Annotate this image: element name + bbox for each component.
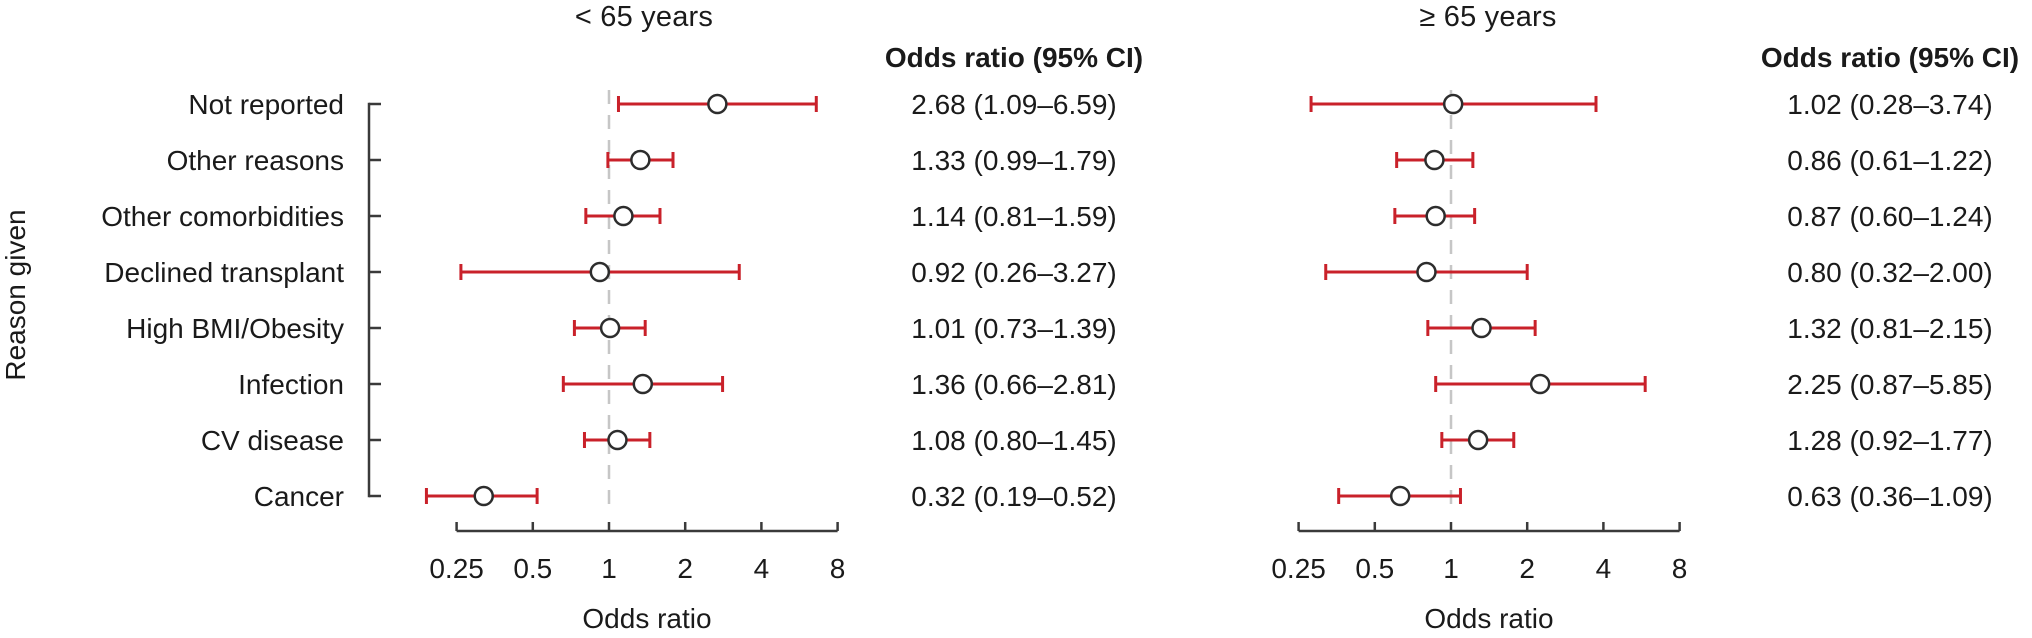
ci-value: 0.87 (0.60–1.24) — [1787, 201, 1993, 232]
ci-value: 1.14 (0.81–1.59) — [911, 201, 1117, 232]
category-label: CV disease — [201, 425, 344, 456]
or-point-marker — [473, 485, 494, 507]
category-label: Other comorbidities — [101, 201, 344, 232]
or-point-marker — [1442, 93, 1464, 115]
category-label: High BMI/Obesity — [126, 313, 344, 344]
x-tick-label: 4 — [754, 553, 770, 584]
ci-value: 1.08 (0.80–1.45) — [911, 425, 1117, 456]
ci-value: 0.32 (0.19–0.52) — [911, 481, 1117, 512]
ci-value: 0.63 (0.36–1.09) — [1787, 481, 1993, 512]
or-point-marker — [1425, 205, 1446, 227]
or-point-marker — [630, 149, 651, 171]
ci-value: 0.86 (0.61–1.22) — [1787, 145, 1993, 176]
or-point-marker — [1467, 429, 1489, 451]
ci-value: 1.02 (0.28–3.74) — [1787, 89, 1993, 120]
x-tick-label: 2 — [677, 553, 693, 584]
or-point-marker — [613, 205, 634, 227]
ci-value: 1.36 (0.66–2.81) — [911, 369, 1117, 400]
x-axis-title-left: Odds ratio — [582, 603, 712, 634]
x-tick-label: 0.25 — [1271, 553, 1326, 584]
ci-value: 0.92 (0.26–3.27) — [911, 257, 1117, 288]
x-tick-label: 1 — [601, 553, 617, 584]
category-label: Other reasons — [167, 145, 344, 176]
category-label: Declined transplant — [104, 257, 344, 288]
or-point-marker — [589, 261, 611, 283]
ci-value: 1.28 (0.92–1.77) — [1787, 425, 1993, 456]
x-tick-label: 0.5 — [513, 553, 552, 584]
category-label: Not reported — [188, 89, 344, 120]
or-point-marker — [707, 93, 728, 115]
x-tick-label: 4 — [1596, 553, 1612, 584]
or-point-marker — [1416, 261, 1437, 283]
y-axis-title: Reason given — [0, 209, 31, 381]
ci-value: 0.80 (0.32–2.00) — [1787, 257, 1993, 288]
x-tick-label: 8 — [1672, 553, 1688, 584]
x-tick-label: 0.25 — [429, 553, 484, 584]
or-point-marker — [1389, 485, 1411, 507]
ci-value: 1.32 (0.81–2.15) — [1787, 313, 1993, 344]
or-point-marker — [1529, 373, 1551, 395]
or-point-marker — [1424, 149, 1445, 171]
or-point-marker — [599, 317, 621, 339]
x-axis-title-right: Odds ratio — [1424, 603, 1554, 634]
or-point-marker — [607, 429, 628, 451]
or-point-marker — [632, 373, 654, 395]
or-point-marker — [1471, 317, 1492, 339]
panel-title-under-65: < 65 years — [574, 1, 714, 33]
ci-column-header-left: Odds ratio (95% CI) — [884, 42, 1144, 73]
ci-column-header-right: Odds ratio (95% CI) — [1760, 42, 2020, 73]
x-tick-label: 2 — [1519, 553, 1535, 584]
ci-value: 1.33 (0.99–1.79) — [911, 145, 1117, 176]
category-label: Infection — [238, 369, 344, 400]
ci-value: 2.25 (0.87–5.85) — [1787, 369, 1993, 400]
ci-value: 2.68 (1.09–6.59) — [911, 89, 1117, 120]
x-tick-label: 0.5 — [1355, 553, 1394, 584]
panel-title-65-and-over: ≥ 65 years — [1419, 1, 1557, 33]
category-label: Cancer — [254, 481, 344, 512]
x-tick-label: 8 — [830, 553, 846, 584]
ci-value: 1.01 (0.73–1.39) — [911, 313, 1117, 344]
x-tick-label: 1 — [1443, 553, 1459, 584]
